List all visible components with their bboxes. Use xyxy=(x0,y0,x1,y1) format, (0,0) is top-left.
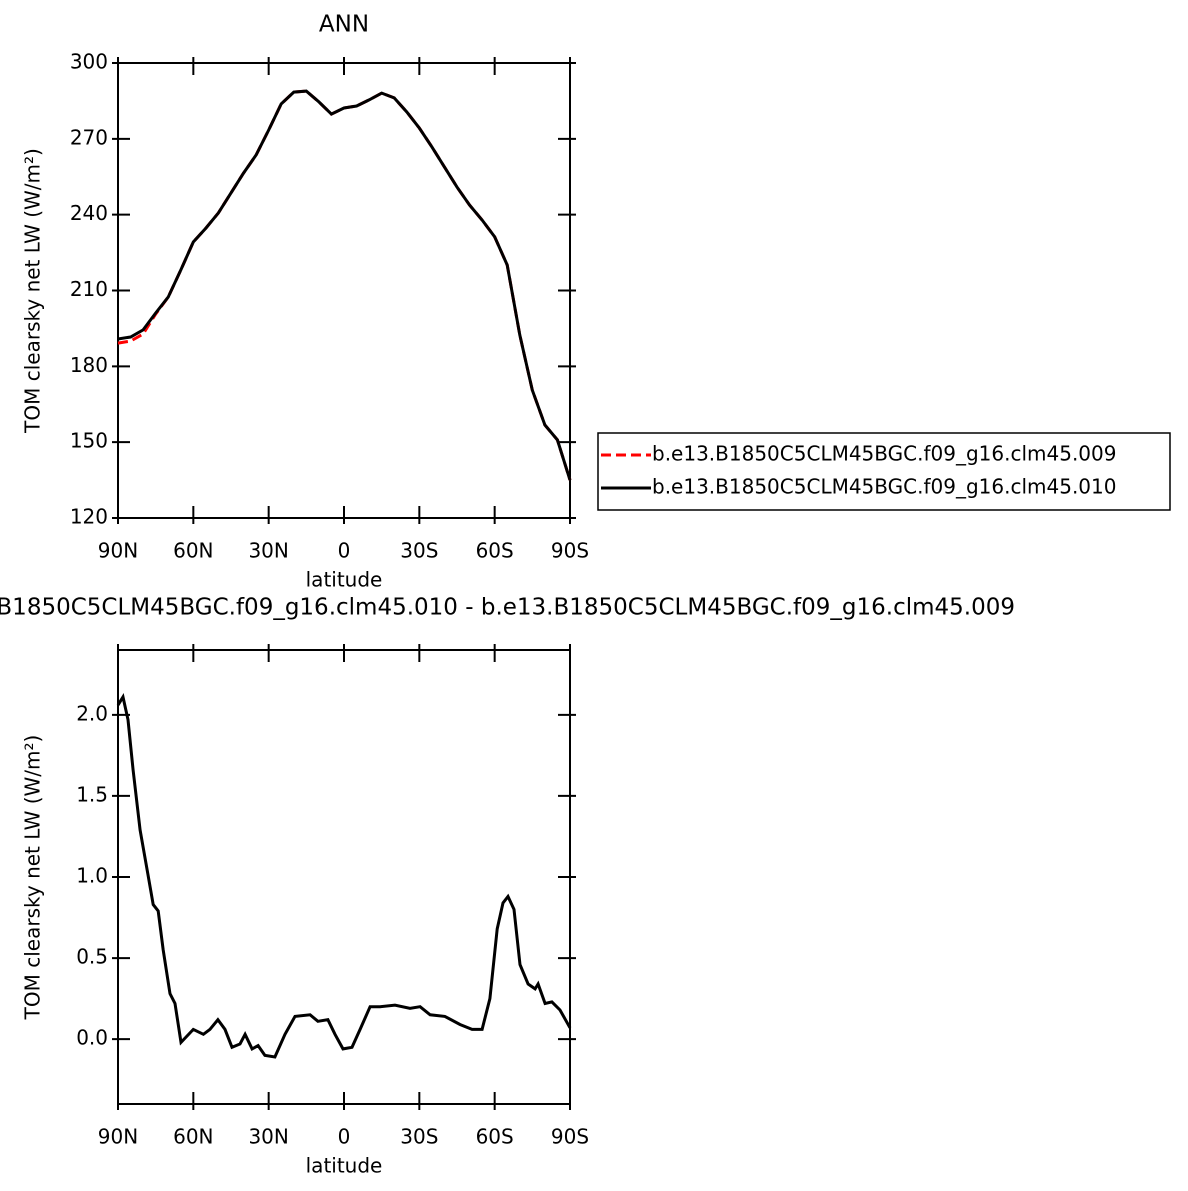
y-tick-label: 2.0 xyxy=(76,701,108,725)
x-tick-label: 30N xyxy=(248,1125,288,1149)
x-tick-label: 0 xyxy=(338,539,351,563)
y-axis-label: TOM clearsky net LW (W/m²) xyxy=(21,148,45,434)
x-axis-label: latitude xyxy=(306,568,383,592)
y-tick-label: 1.5 xyxy=(76,782,108,806)
y-tick-label: 150 xyxy=(70,429,108,453)
chart-title: ANN xyxy=(319,12,369,38)
y-tick-label: 1.0 xyxy=(76,864,108,888)
x-tick-label: 30S xyxy=(400,1125,438,1149)
y-tick-label: 300 xyxy=(70,50,108,74)
x-axis-label: latitude xyxy=(306,1154,383,1178)
x-tick-label: 30N xyxy=(248,539,288,563)
y-axis-label: TOM clearsky net LW (W/m²) xyxy=(21,735,45,1021)
y-tick-label: 0.5 xyxy=(76,945,108,969)
x-tick-label: 90S xyxy=(551,1125,589,1149)
y-tick-label: 210 xyxy=(70,277,108,301)
legend-label: b.e13.B1850C5CLM45BGC.f09_g16.clm45.010 xyxy=(652,475,1116,499)
legend-box xyxy=(597,432,1171,511)
x-tick-label: 90S xyxy=(551,539,589,563)
x-tick-label: 90N xyxy=(98,539,138,563)
y-tick-label: 180 xyxy=(70,353,108,377)
y-tick-label: 120 xyxy=(70,505,108,529)
x-tick-label: 90N xyxy=(98,1125,138,1149)
data-line xyxy=(116,693,572,1059)
x-tick-label: 0 xyxy=(338,1125,351,1149)
chart-title: b.e13.B1850C5CLM45BGC.f09_g16.clm45.010 … xyxy=(0,595,1015,621)
y-tick-label: 270 xyxy=(70,125,108,149)
x-tick-label: 60S xyxy=(476,1125,514,1149)
plot-frame xyxy=(117,62,571,519)
data-line xyxy=(117,89,572,481)
x-tick-label: 60N xyxy=(173,1125,213,1149)
y-tick-label: 0.0 xyxy=(76,1026,108,1050)
y-tick-label: 240 xyxy=(70,201,108,225)
x-tick-label: 30S xyxy=(400,539,438,563)
x-tick-label: 60S xyxy=(476,539,514,563)
data-line xyxy=(117,89,572,481)
x-tick-label: 60N xyxy=(173,539,213,563)
legend-label: b.e13.B1850C5CLM45BGC.f09_g16.clm45.009 xyxy=(652,442,1116,466)
